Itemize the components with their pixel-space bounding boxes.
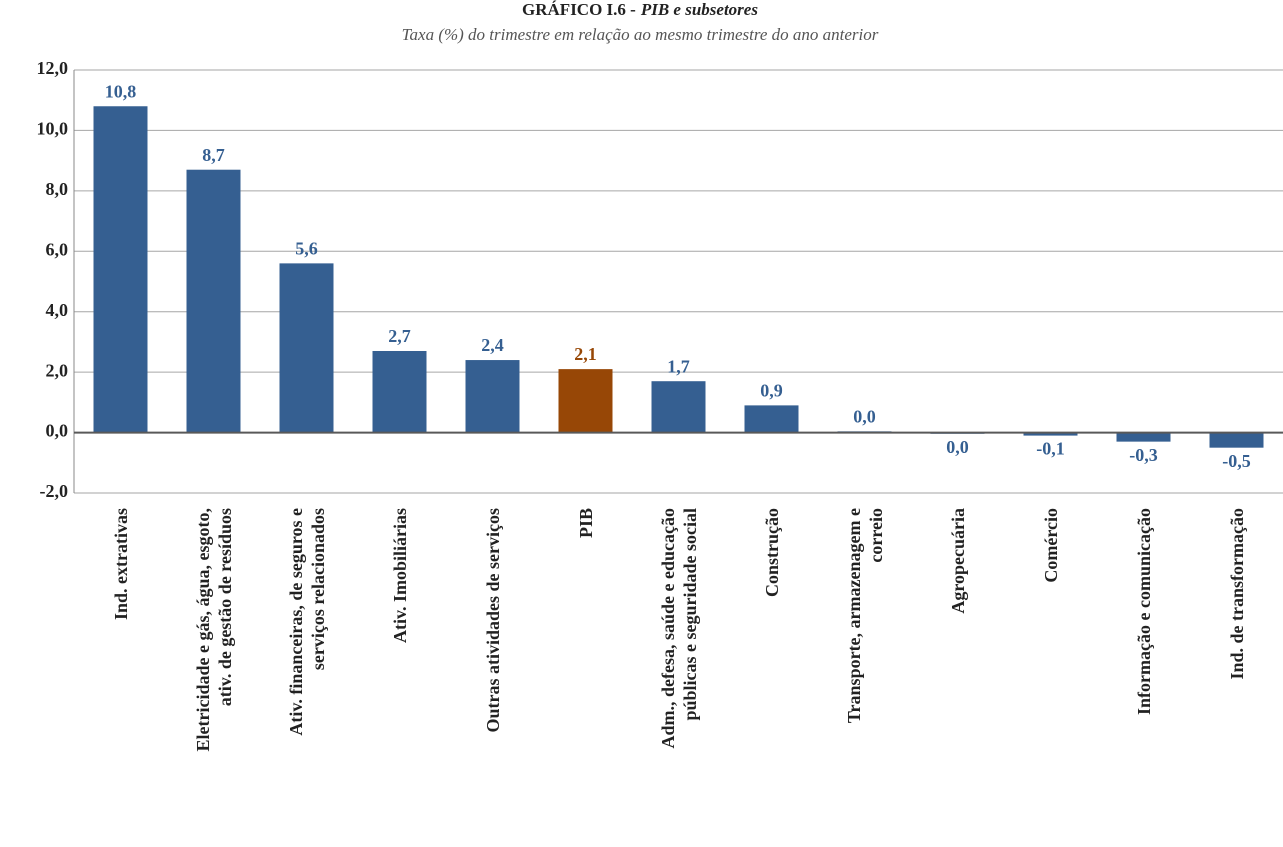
y-tick-label: 4,0 xyxy=(46,300,69,320)
data-label: 0,9 xyxy=(760,381,783,401)
x-tick-label: Transporte, armazenagem e correio xyxy=(843,508,886,724)
bar xyxy=(1209,432,1264,448)
y-tick-label: 0,0 xyxy=(46,421,69,441)
data-label: 1,7 xyxy=(667,356,690,376)
y-tick-label: -2,0 xyxy=(40,481,69,501)
bar xyxy=(1116,432,1171,442)
x-tick-label: Eletricidade e gás, água, esgoto, ativ. … xyxy=(192,508,235,752)
bar xyxy=(558,369,613,433)
chart-title-emphasis: PIB e subsetores xyxy=(640,0,759,19)
x-tick-label: Ativ. financeiras, de seguros e serviços… xyxy=(285,508,328,736)
data-label: 2,1 xyxy=(574,344,597,364)
data-label: 0,0 xyxy=(946,437,969,457)
bar xyxy=(651,381,706,433)
bar xyxy=(744,405,799,433)
x-tick-label: Comércio xyxy=(1040,508,1061,583)
x-tick-label: PIB xyxy=(575,508,596,539)
data-label: 8,7 xyxy=(202,145,225,165)
x-tick-label: Agropecuária xyxy=(947,508,968,614)
data-label: 2,4 xyxy=(481,335,504,355)
x-tick-label: Adm., defesa, saúde e educação públicas … xyxy=(657,508,700,749)
chart-subtitle: Taxa (%) do trimestre em relação ao mesm… xyxy=(402,25,879,44)
x-tick-label: Ativ. Imobiliárias xyxy=(389,508,410,644)
y-tick-label: 2,0 xyxy=(46,360,69,380)
y-tick-label: 12,0 xyxy=(37,58,69,78)
data-label: -0,5 xyxy=(1222,451,1251,471)
x-tick-label: Outras atividades de serviços xyxy=(482,508,503,733)
y-tick-label: 10,0 xyxy=(37,119,69,139)
x-tick-label: Informação e comunicação xyxy=(1133,508,1154,715)
y-tick-label: 8,0 xyxy=(46,179,69,199)
data-label: 0,0 xyxy=(853,406,876,426)
data-label: 2,7 xyxy=(388,326,411,346)
x-tick-label: Ind. de transformação xyxy=(1226,508,1247,680)
data-label: -0,1 xyxy=(1036,439,1065,459)
x-tick-label: Construção xyxy=(761,508,782,597)
bar xyxy=(465,360,520,433)
data-label: -0,3 xyxy=(1129,445,1158,465)
data-label: 10,8 xyxy=(105,81,137,101)
bar xyxy=(1023,432,1078,436)
bar xyxy=(186,169,241,433)
y-tick-label: 6,0 xyxy=(46,239,69,259)
bar xyxy=(93,106,148,433)
data-label: 5,6 xyxy=(295,238,318,258)
chart-title-line: GRÁFICO I.6 - PIB e subsetores xyxy=(522,0,758,19)
bar xyxy=(372,350,427,433)
chart-title: GRÁFICO I.6 - xyxy=(522,0,636,19)
x-tick-label: Ind. extrativas xyxy=(110,508,131,620)
bar xyxy=(279,263,334,433)
